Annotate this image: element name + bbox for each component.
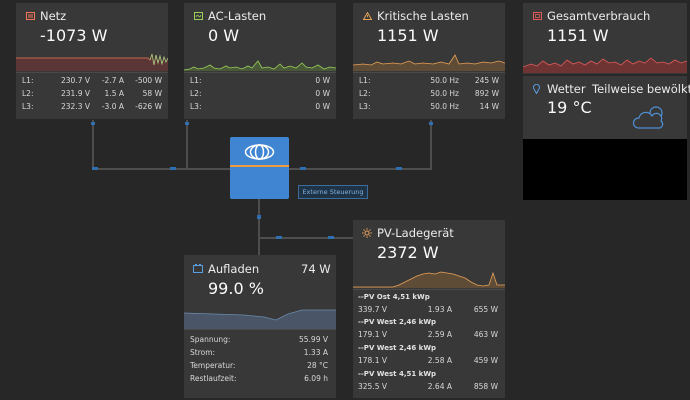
flow-dot — [92, 167, 98, 170]
flow-dot — [276, 236, 282, 239]
wire-critical-bus — [289, 168, 432, 170]
wire-ac — [186, 120, 188, 170]
flow-dot — [429, 122, 433, 125]
grid-row-l1: L1: 230.7 V -2.7 A -500 W — [22, 76, 162, 85]
sun-icon — [362, 228, 372, 238]
pv-group-title: --PV Ost 4,51 kWp — [358, 293, 430, 301]
weather-panel[interactable]: Wetter Teilweise bewölkt 19 °C — [523, 76, 690, 139]
weather-temperature: 19 °C — [547, 98, 592, 117]
victron-logo-icon — [244, 144, 275, 160]
grid-value: -1073 W — [40, 26, 108, 45]
ac-loads-panel[interactable]: AC-Lasten 0 W L1: 0 W L2: 0 W L3: 0 W — [184, 3, 336, 119]
weather-title: Wetter — [547, 82, 586, 96]
critical-loads-title: Kritische Lasten — [377, 9, 469, 23]
grid-title: Netz — [40, 9, 67, 23]
inverter-status-bar — [230, 165, 289, 167]
separator — [184, 72, 336, 73]
location-pin-icon — [533, 84, 540, 94]
critical-loads-value: 1151 W — [377, 26, 439, 45]
grid-row-l3: L3: 232.3 V -3.0 A -626 W — [22, 102, 162, 111]
separator — [353, 72, 505, 73]
flow-dot — [91, 122, 95, 125]
pv-group-title: --PV West 2,46 kWp — [358, 344, 437, 352]
critical-row-l3: L3: 50.0 Hz 14 W — [359, 102, 499, 111]
battery-power: 74 W — [301, 262, 331, 276]
flow-dot — [185, 122, 189, 125]
critical-loads-panel[interactable]: Kritische Lasten 1151 W L1: 50.0 Hz 245 … — [353, 3, 505, 119]
battery-row-voltage: Spannung: 55.99 V — [190, 335, 328, 344]
battery-row-current: Strom: 1.33 A — [190, 348, 328, 357]
wire-grid — [92, 120, 94, 170]
separator — [184, 329, 336, 330]
critical-loads-sparkline — [353, 54, 505, 71]
external-control-label[interactable]: Externe Steuerung — [298, 185, 368, 199]
pv-title: PV-Ladegerät — [377, 226, 454, 240]
pv-group-title: --PV West 2,46 kWp — [358, 318, 437, 326]
weather-condition: Teilweise bewölkt — [592, 82, 690, 96]
separator — [16, 72, 168, 73]
pv-group-row: 179.1 V 2.59 A 463 W — [358, 330, 498, 339]
pv-value: 2372 W — [377, 243, 439, 262]
battery-row-temperature: Temperatur: 28 °C — [190, 361, 328, 370]
wire-dc — [258, 199, 260, 255]
empty-panel — [523, 139, 687, 200]
partly-cloudy-icon — [632, 106, 664, 129]
grid-row-l2: L2: 231.9 V 1.5 A 58 W — [22, 89, 162, 98]
pv-charger-panel[interactable]: PV-Ladegerät 2372 W --PV Ost 4,51 kWp 33… — [353, 220, 505, 398]
battery-icon — [193, 264, 203, 273]
ac-loads-value: 0 W — [208, 26, 240, 45]
flow-dot — [396, 167, 402, 170]
grid-icon — [26, 12, 35, 20]
flow-dot — [170, 167, 176, 170]
wire-critical — [430, 120, 432, 170]
battery-row-runtime: Restlaufzeit: 6.09 h — [190, 374, 328, 383]
total-consumption-value: 1151 W — [547, 26, 609, 45]
pv-group-row: 325.5 V 2.64 A 858 W — [358, 382, 498, 391]
ac-loads-title: AC-Lasten — [208, 9, 267, 23]
total-consumption-title: Gesamtverbrauch — [547, 9, 651, 23]
ac-row-l2: L2: 0 W — [190, 89, 330, 98]
critical-load-icon — [363, 12, 372, 20]
critical-row-l2: L2: 50.0 Hz 892 W — [359, 89, 499, 98]
ac-loads-sparkline — [184, 60, 336, 71]
wire-ac-bus — [92, 168, 232, 170]
ac-load-icon — [194, 12, 203, 20]
battery-title: Aufladen — [208, 262, 260, 276]
critical-row-l1: L1: 50.0 Hz 245 W — [359, 76, 499, 85]
battery-soc: 99.0 % — [208, 279, 264, 298]
grid-panel[interactable]: Netz -1073 W L1: 230.7 V -2.7 A -500 W L… — [16, 3, 168, 119]
flow-dot — [300, 167, 306, 170]
pv-group-title: --PV West 4,51 kWp — [358, 370, 437, 378]
inverter-box[interactable] — [230, 137, 289, 199]
battery-soc-chart — [184, 309, 336, 329]
pv-group-row: 339.7 V 1.93 A 655 W — [358, 305, 498, 314]
ac-row-l1: L1: 0 W — [190, 76, 330, 85]
flow-dot — [328, 236, 334, 239]
flow-dot — [257, 215, 261, 219]
grid-sparkline — [16, 53, 168, 71]
pv-sparkline — [353, 271, 505, 288]
total-consumption-sparkline — [523, 57, 687, 73]
total-consumption-panel[interactable]: Gesamtverbrauch 1151 W — [523, 3, 687, 74]
pv-group-row: 178.1 V 2.58 A 459 W — [358, 356, 498, 365]
separator — [353, 289, 505, 290]
battery-panel[interactable]: Aufladen 74 W 99.0 % Spannung: 55.99 V S… — [184, 255, 336, 398]
wire-pv — [260, 237, 354, 239]
ac-row-l3: L3: 0 W — [190, 102, 330, 111]
consumption-icon — [533, 12, 542, 20]
